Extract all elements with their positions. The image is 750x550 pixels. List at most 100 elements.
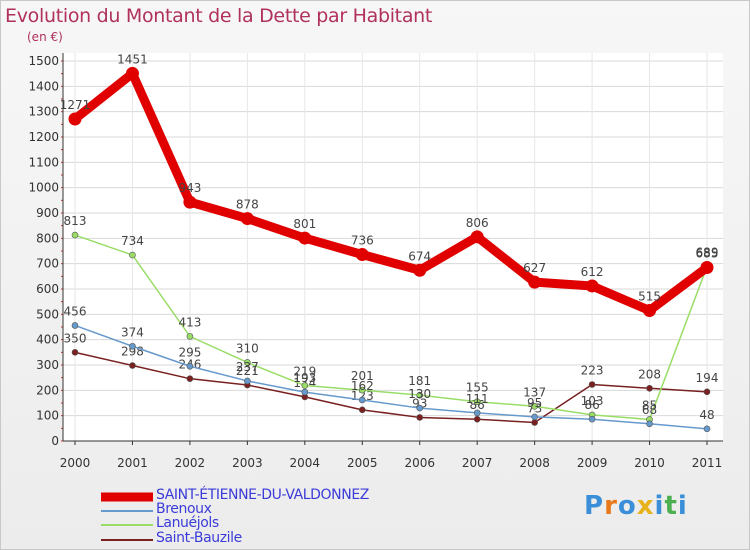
- legend-label-1: Brenoux: [156, 501, 212, 517]
- data-label-1: 162: [351, 379, 374, 393]
- data-point-3: [646, 385, 653, 392]
- legend-swatch-0: [101, 492, 153, 502]
- data-label-0: 674: [408, 249, 431, 263]
- data-label-2: 103: [581, 394, 604, 408]
- x-tick-label: 2005: [347, 456, 378, 470]
- data-point-2: [129, 251, 136, 259]
- x-tick-label: 2008: [519, 456, 550, 470]
- plot-area: [63, 53, 723, 441]
- logo-letter: i: [677, 491, 688, 521]
- y-tick-label: 1100: [28, 155, 59, 169]
- legend-item-3: Saint-Bauzile: [101, 530, 421, 548]
- data-label-0: 627: [523, 261, 546, 275]
- data-point-2: [186, 333, 194, 340]
- data-point-0: [298, 231, 312, 245]
- proxiti-logo: Proxiti: [584, 491, 688, 521]
- chart-title: Evolution du Montant de la Dette par Hab…: [5, 5, 433, 27]
- data-label-1: 95: [527, 396, 542, 410]
- x-tick-label: 2003: [232, 456, 263, 470]
- data-label-3: 221: [236, 364, 259, 378]
- series-line-3: [74, 351, 708, 424]
- data-point-1: [71, 322, 79, 329]
- data-point-0: [68, 112, 82, 126]
- data-label-0: 1271: [60, 98, 91, 112]
- data-label-1: 193: [293, 371, 316, 385]
- data-label-1: 456: [64, 304, 87, 318]
- x-tick-label: 2010: [634, 456, 665, 470]
- data-point-1: [186, 362, 194, 370]
- x-tick-label: 2006: [404, 456, 435, 470]
- data-label-1: 374: [121, 325, 144, 339]
- data-point-3: [186, 375, 194, 382]
- legend-item-0: SAINT-ÉTIENNE-DU-VALDONNEZ: [101, 487, 421, 505]
- data-label-1: 130: [408, 387, 431, 401]
- data-label-1: 237: [236, 360, 259, 374]
- data-point-0: [470, 230, 484, 244]
- y-tick-label: 1400: [28, 79, 59, 93]
- data-point-3: [531, 419, 538, 426]
- data-point-3: [588, 381, 596, 388]
- data-label-2: 137: [523, 385, 546, 399]
- y-tick-label: 900: [36, 206, 59, 220]
- legend-swatch-1: [101, 510, 153, 512]
- data-point-1: [301, 388, 309, 396]
- x-tick-label: 2007: [462, 456, 493, 470]
- data-point-1: [244, 377, 251, 385]
- data-label-2: 310: [236, 341, 259, 355]
- data-label-2: 181: [408, 374, 431, 388]
- logo-letter: x: [636, 491, 655, 521]
- data-point-2: [71, 231, 79, 239]
- data-point-2: [416, 391, 424, 399]
- data-label-3: 223: [581, 364, 604, 378]
- legend-swatch-2: [101, 524, 153, 526]
- x-tick-label: 2009: [577, 456, 608, 470]
- data-point-3: [703, 388, 711, 396]
- series-line-2: [74, 234, 708, 421]
- data-point-1: [531, 413, 538, 421]
- data-point-3: [416, 414, 424, 421]
- data-label-0: 1451: [117, 52, 148, 66]
- unit-label: (en €): [27, 30, 63, 44]
- data-label-3: 208: [638, 367, 661, 381]
- data-label-0: 736: [351, 234, 374, 248]
- legend-item-1: Brenoux: [101, 501, 421, 519]
- x-tick-label: 2000: [60, 456, 91, 470]
- series-line-1: [74, 324, 708, 430]
- data-point-1: [358, 396, 366, 404]
- data-label-3: 194: [696, 371, 719, 385]
- data-point-2: [244, 359, 251, 366]
- data-point-1: [646, 420, 653, 428]
- data-label-2: 85: [642, 398, 657, 412]
- legend-label-2: Lanuéjols: [156, 515, 219, 531]
- logo-letter: o: [617, 491, 637, 521]
- data-label-2: 155: [466, 381, 489, 395]
- data-label-2: 689: [696, 245, 719, 259]
- legend-label-0: SAINT-ÉTIENNE-DU-VALDONNEZ: [156, 487, 369, 503]
- data-point-2: [358, 386, 366, 394]
- data-point-0: [183, 195, 197, 209]
- data-point-1: [703, 425, 711, 433]
- y-tick-label: 500: [36, 307, 59, 321]
- y-tick-label: 0: [51, 434, 59, 448]
- data-point-2: [473, 398, 481, 406]
- logo-letter: i: [654, 491, 665, 521]
- x-tick-label: 2002: [175, 456, 206, 470]
- data-label-0: 801: [293, 217, 316, 231]
- data-label-2: 413: [178, 315, 201, 329]
- data-point-0: [125, 66, 139, 80]
- y-tick-label: 700: [36, 257, 59, 271]
- data-point-3: [71, 349, 79, 356]
- data-label-1: 68: [642, 403, 657, 417]
- data-label-2: 219: [293, 365, 316, 379]
- y-tick-label: 1500: [28, 54, 59, 68]
- data-point-3: [473, 415, 481, 423]
- line-chart: 0 100 200 300 400 500 600 700 800 900 1000 1100 1200…: [28, 52, 723, 470]
- logo-letter: r: [604, 491, 618, 521]
- data-label-0: 943: [178, 181, 201, 195]
- data-point-1: [588, 415, 596, 423]
- data-label-0: 685: [696, 246, 719, 260]
- legend-item-2: Lanuéjols: [101, 515, 421, 533]
- data-point-0: [528, 275, 542, 289]
- y-tick-label: 200: [36, 383, 59, 397]
- y-tick-label: 600: [36, 282, 59, 296]
